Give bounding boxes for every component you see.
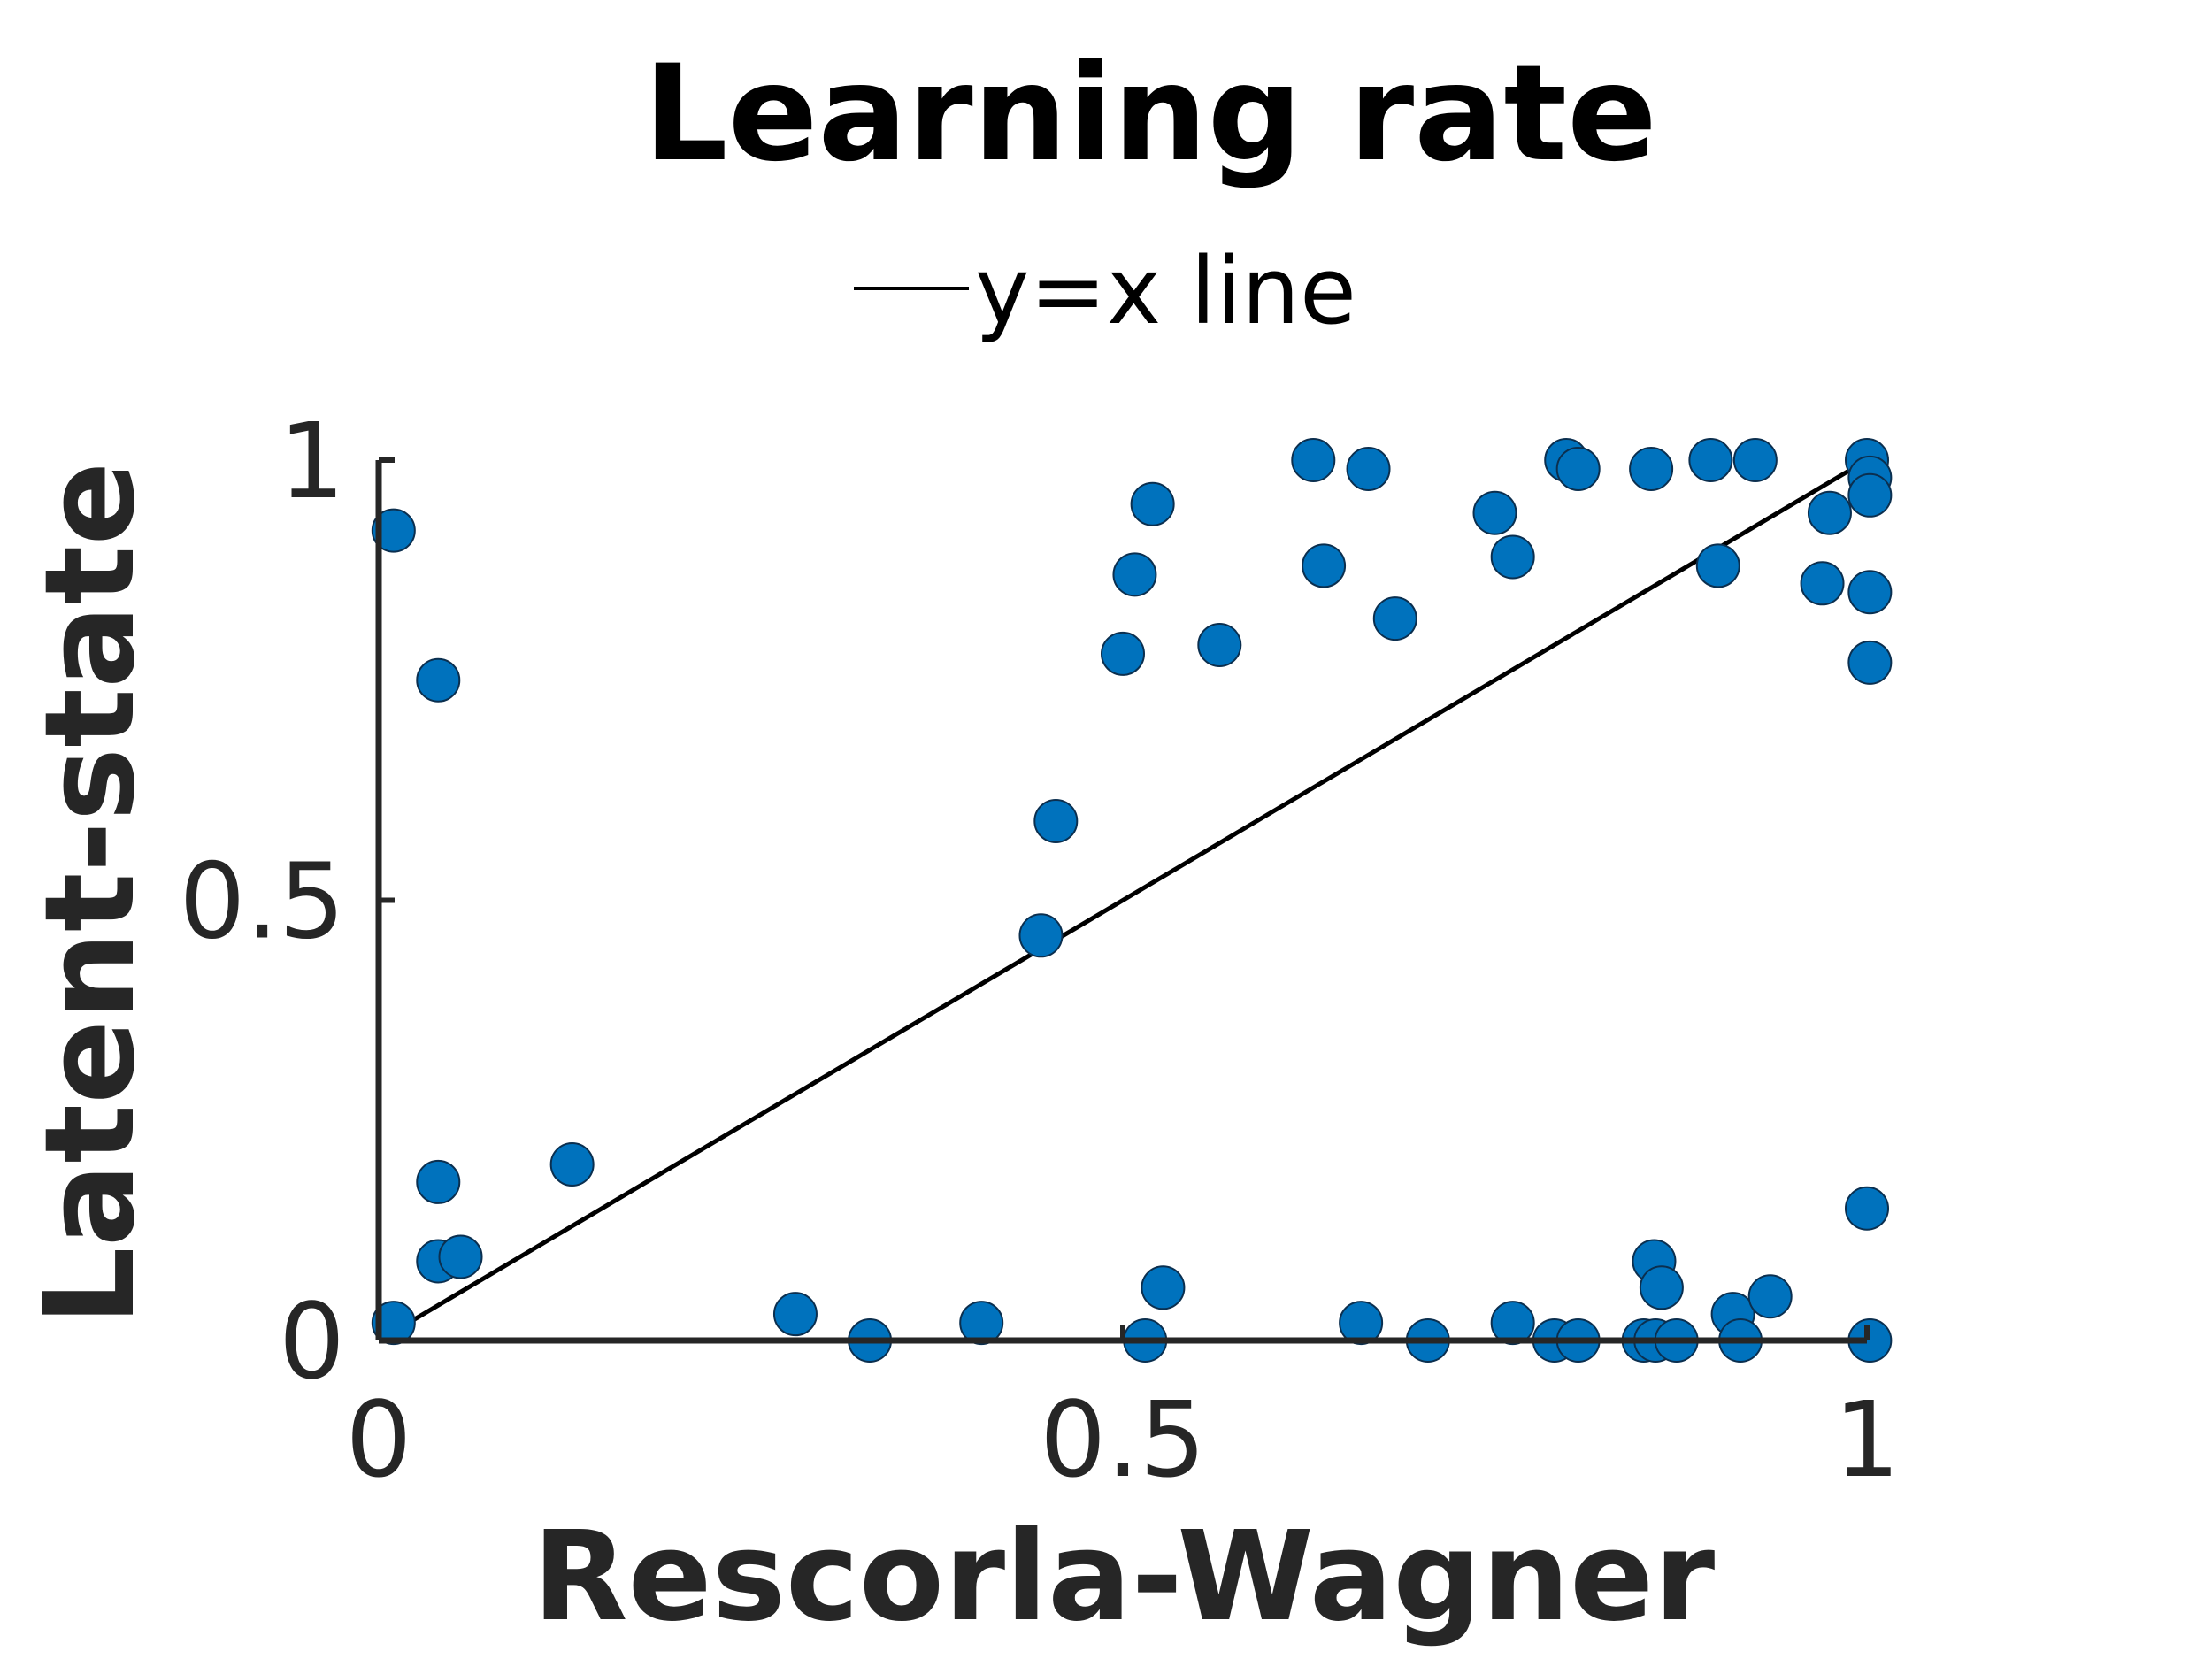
data-point <box>438 1234 483 1279</box>
data-point <box>1302 543 1347 588</box>
data-point <box>1629 446 1674 491</box>
data-point <box>1033 798 1079 843</box>
data-point <box>1688 438 1733 482</box>
data-point <box>1845 1186 1889 1231</box>
axis-ticks: 0 0.5 1 0 0.5 1 <box>179 400 1900 1501</box>
data-point <box>1847 472 1893 518</box>
y-tick-label: 0.5 <box>179 841 345 963</box>
data-point <box>1847 570 1893 615</box>
data-point <box>416 1159 461 1204</box>
data-point <box>1130 481 1175 526</box>
data-point <box>1472 490 1517 535</box>
data-point <box>959 1301 1004 1346</box>
reference-line-y-equals-x <box>377 457 1869 1343</box>
data-point <box>1018 913 1064 958</box>
data-point <box>1197 622 1242 667</box>
data-point <box>1291 438 1336 482</box>
data-point <box>1800 561 1845 606</box>
data-point <box>1339 1301 1384 1346</box>
data-point <box>1101 631 1145 676</box>
data-point <box>1141 1265 1186 1310</box>
data-point <box>1112 552 1157 597</box>
x-tick-label: 1 <box>1833 1379 1900 1501</box>
legend-label: y=x line <box>975 237 1356 345</box>
data-point <box>1372 596 1417 641</box>
y-tick-label: 0 <box>279 1280 345 1402</box>
x-tick-label: 0 <box>345 1379 411 1501</box>
data-point <box>772 1292 818 1337</box>
data-point <box>416 657 461 703</box>
data-point <box>1695 543 1740 588</box>
y-tick-label: 1 <box>279 400 345 522</box>
data-point <box>1639 1265 1684 1310</box>
y-axis-label: Latent-state <box>19 462 163 1326</box>
plot-area <box>371 438 1893 1363</box>
data-point <box>371 1301 416 1346</box>
data-point <box>549 1142 595 1187</box>
data-point <box>371 508 416 553</box>
data-point <box>1732 438 1778 482</box>
data-point <box>1490 534 1535 580</box>
data-point <box>1490 1301 1535 1346</box>
x-tick-label: 0.5 <box>1040 1379 1206 1501</box>
legend: y=x line <box>854 237 1356 345</box>
x-axis-label: Rescorla-Wagner <box>533 1505 1715 1649</box>
data-point <box>1346 446 1391 491</box>
data-point <box>1747 1274 1793 1319</box>
data-point <box>1847 640 1893 685</box>
data-point <box>1807 490 1852 535</box>
chart-title: Learning rate <box>643 37 1657 191</box>
data-point <box>1555 446 1601 491</box>
